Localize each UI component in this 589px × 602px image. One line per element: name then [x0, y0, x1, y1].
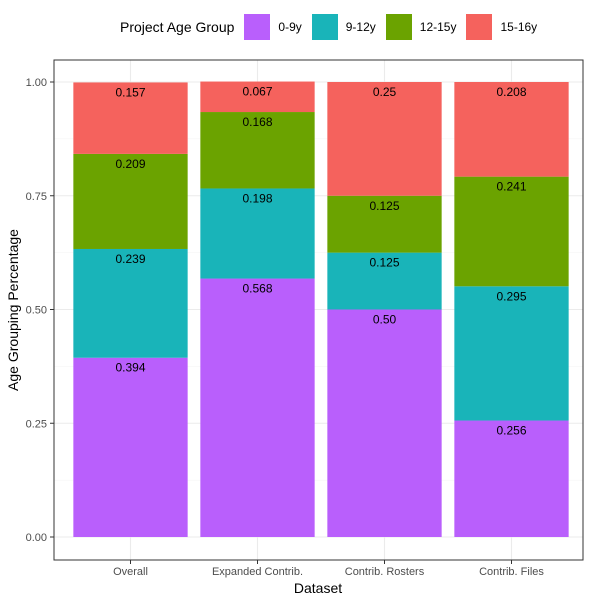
bar-segment-9-12y — [200, 188, 315, 279]
data-label: 0.168 — [242, 115, 272, 129]
data-label: 0.25 — [373, 85, 397, 99]
legend-key-15-16y — [466, 14, 493, 40]
legend-key-12-15y — [385, 14, 412, 40]
legend-item-9-12y: 9-12y — [311, 14, 376, 40]
x-axis-title: Dataset — [294, 580, 342, 596]
data-label: 0.394 — [115, 361, 145, 375]
data-label: 0.568 — [242, 282, 272, 296]
data-labels: 0.394 0.239 0.209 0.157 0.568 0.198 0.168 0.067… — [115, 85, 526, 438]
bar-segment-9-12y — [327, 252, 442, 310]
data-label: 0.125 — [369, 199, 399, 213]
bar-segment-12-15y — [327, 195, 442, 253]
y-tick-label: 1.00 — [26, 77, 47, 89]
data-label: 0.256 — [496, 424, 526, 438]
bar-segment-15-16y — [327, 82, 442, 196]
x-tick-label: Contrib. Rosters — [345, 566, 425, 578]
bar-segment-15-16y — [200, 81, 315, 113]
data-label: 0.157 — [115, 85, 145, 99]
legend-item-0-9y: 0-9y — [244, 14, 302, 40]
bars — [73, 81, 569, 537]
data-label: 0.209 — [115, 157, 145, 171]
x-tick-label: Expanded Contrib. — [212, 566, 303, 578]
bar-segment-0-9y — [73, 357, 188, 537]
legend-label-0-9y: 0-9y — [278, 20, 302, 34]
legend: Project Age Group 0-9y 9-12y 12-15y 15-1… — [120, 13, 547, 41]
data-label: 0.067 — [242, 85, 272, 99]
legend-key-0-9y — [244, 14, 271, 40]
legend-label-12-15y: 12-15y — [419, 20, 457, 34]
y-axis-title: Age Grouping Percentage — [5, 229, 21, 391]
x-tick-label: Contrib. Files — [479, 566, 544, 578]
data-label: 0.295 — [496, 289, 526, 303]
bar-segment-0-9y — [200, 278, 315, 537]
legend-title: Project Age Group — [120, 19, 235, 35]
data-label: 0.241 — [496, 180, 526, 194]
bar-segment-9-12y — [73, 248, 188, 358]
legend-item-15-16y: 15-16y — [466, 14, 537, 40]
bar-segment-9-12y — [454, 286, 569, 421]
x-tick-label: Overall — [113, 566, 148, 578]
bar-segment-15-16y — [454, 82, 569, 177]
legend-key-9-12y — [311, 14, 338, 40]
y-tick-label: 0.50 — [26, 305, 47, 317]
bar-segment-0-9y — [327, 309, 442, 537]
data-label: 0.125 — [369, 256, 399, 270]
data-label: 0.198 — [242, 191, 272, 205]
bar-segment-15-16y — [73, 82, 188, 154]
y-tick-label: 0.25 — [26, 418, 47, 430]
y-tick-label: 0.75 — [26, 191, 47, 203]
data-label: 0.239 — [115, 252, 145, 266]
y-tick-label: 0.00 — [26, 532, 47, 544]
legend-label-15-16y: 15-16y — [500, 20, 538, 34]
bar-segment-0-9y — [454, 420, 569, 537]
bar-segment-12-15y — [454, 176, 569, 287]
legend-item-12-15y: 12-15y — [385, 14, 457, 40]
panel-border — [53, 59, 584, 561]
bar-segment-12-15y — [200, 112, 315, 189]
data-label: 0.50 — [373, 313, 397, 327]
bar-segment-12-15y — [73, 153, 188, 249]
legend-label-9-12y: 9-12y — [345, 20, 376, 34]
axes: 0.00 0.25 0.50 0.75 1.00 Overall Expanded Cont… — [26, 77, 545, 578]
data-label: 0.208 — [496, 85, 526, 99]
